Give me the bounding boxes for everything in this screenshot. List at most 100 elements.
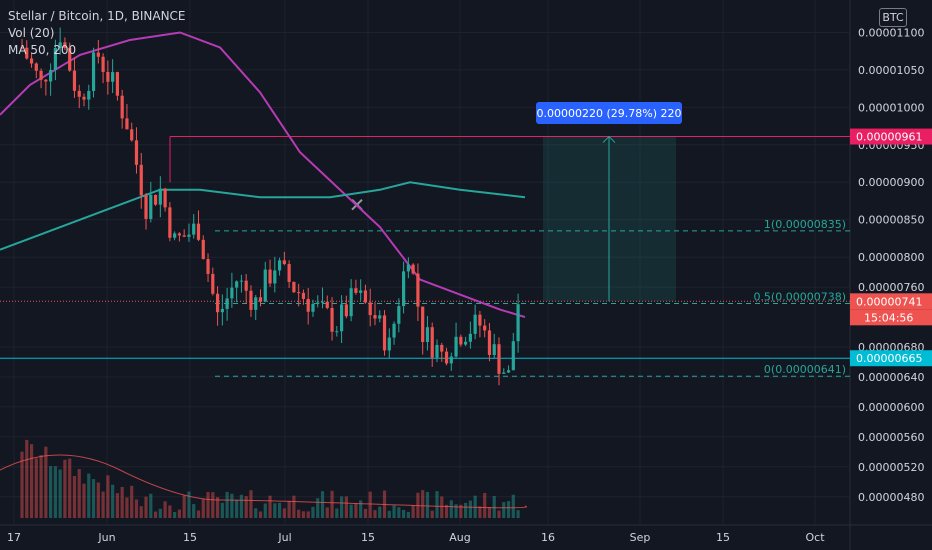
- candle: [49, 63, 53, 96]
- candle: [516, 293, 520, 353]
- volume-bar: [316, 498, 320, 518]
- candle-body: [397, 306, 401, 324]
- candle: [464, 336, 468, 347]
- candle: [20, 39, 24, 50]
- candle-body: [249, 290, 253, 310]
- candle-body: [301, 292, 306, 299]
- volume-bar: [63, 459, 67, 518]
- x-tick-label: Jul: [277, 531, 291, 544]
- volume-bar: [339, 496, 344, 518]
- candle: [25, 40, 29, 60]
- candle-body: [168, 207, 172, 238]
- volume-bar: [258, 511, 263, 518]
- volume-bar: [516, 510, 520, 518]
- candle-body: [144, 195, 148, 219]
- volume-bar: [363, 508, 368, 518]
- candle-body: [487, 330, 492, 356]
- candle: [82, 93, 86, 107]
- candle-body: [25, 47, 29, 59]
- y-tick-label: 0.00000560: [858, 431, 924, 444]
- volume-bar: [411, 505, 415, 518]
- candle: [421, 306, 425, 355]
- candle-body: [387, 337, 391, 351]
- candle: [196, 210, 201, 242]
- volume-bar: [187, 491, 191, 518]
- candle: [354, 279, 358, 295]
- candle: [111, 59, 115, 93]
- y-tick-label: 0.00001050: [858, 64, 924, 77]
- y-tick-label: 0.00000800: [858, 251, 924, 264]
- volume-bar: [330, 490, 334, 518]
- measure-label-box: [536, 102, 682, 124]
- candle: [130, 122, 134, 142]
- candle-body: [506, 370, 511, 373]
- candle-body: [182, 235, 186, 237]
- y-tick-label: 0.00000760: [858, 281, 924, 294]
- drawing-tools[interactable]: 1(0.00000835) 0.5(0.00000738) 0(0.00000641…: [0, 135, 850, 377]
- volume-bar: [139, 506, 143, 518]
- price-axis[interactable]: 0.000011000.000010500.000010000.00000950…: [858, 26, 924, 503]
- volume-bar: [297, 509, 301, 518]
- x-tick-label: Aug: [449, 531, 470, 544]
- volume-indicator-label[interactable]: Vol (20): [8, 26, 55, 40]
- volume-bar: [311, 506, 315, 518]
- volume-bar: [101, 491, 105, 518]
- candle: [325, 295, 329, 310]
- candle-body: [225, 298, 229, 309]
- candle: [192, 214, 196, 239]
- volume-bar: [163, 501, 167, 518]
- volume-bar: [244, 496, 248, 518]
- candle-body: [497, 344, 501, 374]
- candle-body: [287, 264, 291, 282]
- candle-body: [406, 264, 410, 272]
- fib-level-label: 0.5(0.00000738): [753, 291, 846, 304]
- candle-body: [258, 297, 263, 302]
- volume-bar: [77, 469, 81, 518]
- volume-bar: [478, 506, 482, 518]
- candle: [254, 294, 258, 321]
- candle: [382, 310, 387, 356]
- candle: [306, 288, 310, 325]
- ma-indicator-label[interactable]: MA 50, 200: [8, 43, 77, 57]
- candle: [239, 274, 244, 293]
- candle: [53, 39, 57, 81]
- moving-averages: [0, 31, 526, 318]
- candle: [363, 284, 368, 304]
- volume-bar: [282, 508, 286, 518]
- x-tick-label: 15: [183, 531, 197, 544]
- candle-body: [478, 314, 482, 326]
- candle-body: [254, 297, 258, 310]
- currency-button[interactable]: BTC: [879, 8, 907, 27]
- y-tick-label: 0.00000600: [858, 401, 924, 414]
- candle: [225, 287, 229, 321]
- volume-bar: [34, 458, 38, 518]
- y-tick-label: 0.00000900: [858, 176, 924, 189]
- candle-body: [411, 264, 415, 274]
- volume-bar: [454, 504, 458, 518]
- candle: [430, 322, 434, 367]
- candle: [106, 60, 110, 95]
- axis-price-tag: [850, 293, 932, 310]
- candle: [101, 53, 105, 84]
- candle: [444, 347, 449, 366]
- candle-body: [211, 273, 215, 294]
- candle: [249, 285, 253, 317]
- volume-bar: [149, 493, 153, 518]
- volume-bar: [220, 502, 224, 518]
- volume-bar: [421, 490, 425, 518]
- candle-body: [444, 351, 449, 364]
- symbol-title[interactable]: Stellar / Bitcoin, 1D, BINANCE: [8, 9, 186, 23]
- time-axis[interactable]: 17 Jun 15 Jul 15 Aug 16 Sep 15 Oct: [7, 531, 825, 544]
- candle: [115, 71, 119, 101]
- y-tick-label: 0.00000850: [858, 214, 924, 227]
- candle-body: [464, 341, 468, 345]
- candle-body: [125, 118, 129, 130]
- candle-body: [158, 188, 162, 205]
- candle-body: [282, 260, 286, 265]
- x-tick-label: Jun: [97, 531, 115, 544]
- candle-body: [82, 96, 86, 100]
- candle: [506, 365, 511, 373]
- volume-bar: [502, 502, 506, 518]
- candle-body: [459, 336, 463, 345]
